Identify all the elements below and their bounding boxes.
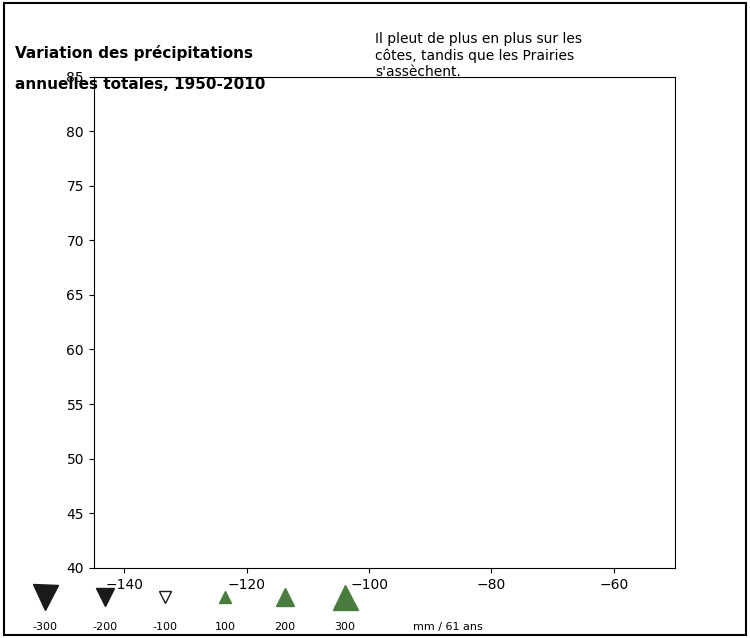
Text: 200: 200	[274, 621, 296, 632]
Text: -300: -300	[32, 621, 58, 632]
Text: mm / 61 ans: mm / 61 ans	[413, 621, 482, 632]
Text: annuelles totales, 1950-2010: annuelles totales, 1950-2010	[15, 77, 266, 92]
Text: -200: -200	[92, 621, 118, 632]
Text: -100: -100	[152, 621, 178, 632]
Text: 100: 100	[214, 621, 236, 632]
Text: 300: 300	[334, 621, 356, 632]
Text: Variation des précipitations: Variation des précipitations	[15, 45, 253, 61]
Text: Il pleut de plus en plus sur les
côtes, tandis que les Prairies
s'assèchent.: Il pleut de plus en plus sur les côtes, …	[375, 32, 582, 79]
